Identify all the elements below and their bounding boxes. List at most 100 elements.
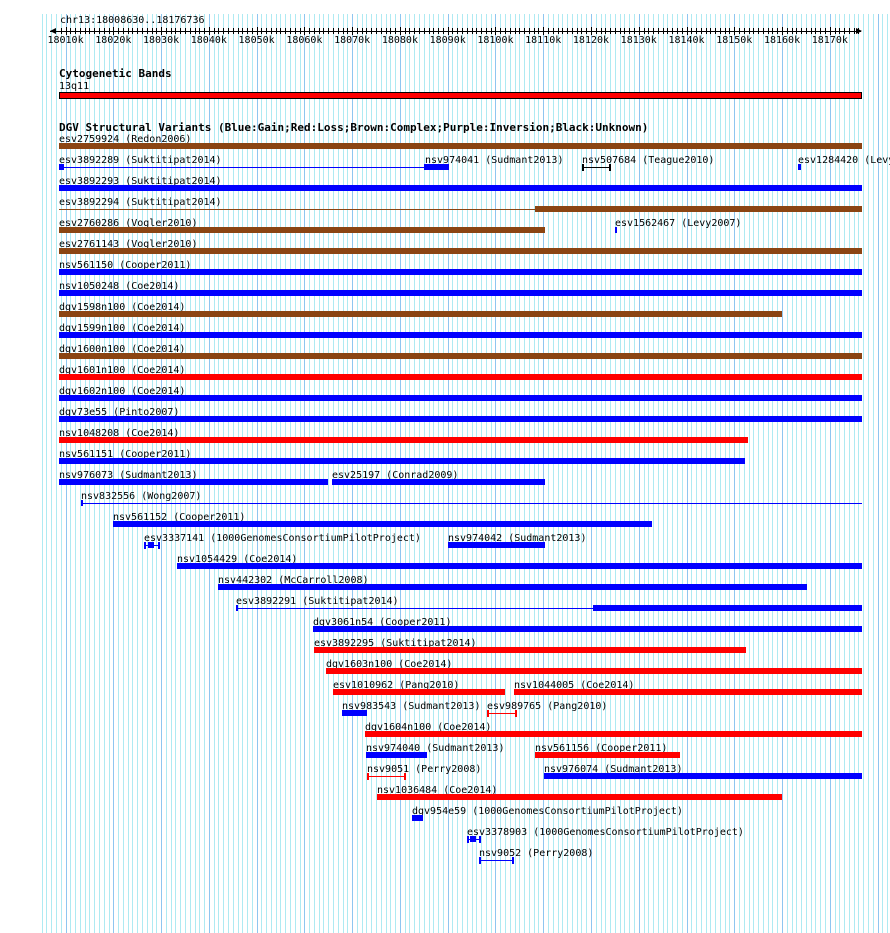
sv-bar[interactable] (59, 143, 862, 149)
sv-label[interactable]: dgv954e59 (1000GenomesConsortiumPilotPro… (412, 806, 683, 817)
sv-label[interactable]: esv2760286 (Vogler2010) (59, 218, 198, 229)
sv-label[interactable]: dgv1602n100 (Coe2014) (59, 386, 186, 397)
sv-bar[interactable] (59, 269, 862, 275)
minor-grid-line (529, 14, 530, 933)
sv-label[interactable]: nsv976074 (Sudmant2013) (544, 764, 683, 775)
sv-label[interactable]: nsv561152 (Cooper2011) (113, 512, 246, 523)
sv-label[interactable]: esv1284420 (Levy2007) (798, 155, 890, 166)
sv-label[interactable]: nsv976073 (Sudmant2013) (59, 470, 198, 481)
major-grid-line (878, 14, 879, 933)
sv-bar[interactable] (59, 479, 328, 485)
sv-bar[interactable] (514, 689, 862, 695)
sv-label[interactable]: dgv73e55 (Pinto2007) (59, 407, 180, 418)
sv-label[interactable]: esv3892295 (Suktitipat2014) (314, 638, 477, 649)
sv-label[interactable]: nsv983543 (Sudmant2013) (342, 701, 481, 712)
sv-label[interactable]: dgv1603n100 (Coe2014) (326, 659, 453, 670)
sv-label[interactable]: dgv3061n54 (Cooper2011) (313, 617, 452, 628)
sv-bar[interactable] (59, 248, 862, 254)
sv-bar[interactable] (615, 227, 617, 233)
sv-label[interactable]: esv3892294 (Suktitipat2014) (59, 197, 222, 208)
sv-bar[interactable] (366, 752, 427, 758)
sv-ibeam-line[interactable] (487, 713, 517, 714)
sv-bar[interactable] (59, 185, 862, 191)
sv-bar[interactable] (424, 164, 449, 170)
sv-label[interactable]: dgv1598n100 (Coe2014) (59, 302, 186, 313)
sv-bar[interactable] (535, 752, 680, 758)
sv-label[interactable]: esv2759924 (Redon2006) (59, 134, 192, 145)
sv-bar[interactable] (218, 584, 807, 590)
sv-label[interactable]: nsv1054429 (Coe2014) (177, 554, 298, 565)
sv-label[interactable]: dgv1600n100 (Coe2014) (59, 344, 186, 355)
sv-label[interactable]: esv3892291 (Suktitipat2014) (236, 596, 399, 607)
sv-label[interactable]: nsv561150 (Cooper2011) (59, 260, 192, 271)
sv-bar[interactable] (59, 164, 64, 170)
sv-bar[interactable] (59, 290, 862, 296)
sv-label[interactable]: nsv832556 (Wong2007) (81, 491, 202, 502)
sv-bar[interactable] (59, 374, 862, 380)
sv-label[interactable]: nsv9051 (Perry2008) (367, 764, 482, 775)
sv-bar[interactable] (59, 416, 862, 422)
sv-bar[interactable] (342, 710, 367, 716)
cytoband-13q11-bar[interactable] (59, 92, 862, 99)
sv-bar[interactable] (59, 395, 862, 401)
sv-label[interactable]: esv25197 (Conrad2009) (332, 470, 459, 481)
sv-label[interactable]: nsv1048208 (Coe2014) (59, 428, 180, 439)
sv-bar[interactable] (332, 479, 545, 485)
ruler-tick (825, 28, 826, 34)
sv-label[interactable]: nsv974040 (Sudmant2013) (366, 743, 505, 754)
sv-bar[interactable] (377, 794, 782, 800)
sv-bar[interactable] (59, 458, 745, 464)
axis-label: 18010k (47, 35, 84, 46)
sv-bar[interactable] (412, 815, 423, 821)
sv-bar[interactable] (177, 563, 862, 569)
sv-ibeam-line[interactable] (479, 860, 514, 861)
right-arrow-icon[interactable] (856, 28, 862, 34)
sv-label[interactable]: nsv442302 (McCarroll2008) (218, 575, 369, 586)
major-grid-line (448, 14, 449, 933)
sv-bar[interactable] (535, 206, 862, 212)
sv-label[interactable]: esv3892293 (Suktitipat2014) (59, 176, 222, 187)
sv-label[interactable]: nsv1036484 (Coe2014) (377, 785, 498, 796)
sv-bar[interactable] (448, 542, 545, 548)
sv-bar[interactable] (148, 542, 154, 548)
sv-label[interactable]: nsv974041 (Sudmant2013) (425, 155, 564, 166)
sv-bar[interactable] (59, 437, 748, 443)
sv-bar[interactable] (333, 689, 505, 695)
sv-bar[interactable] (59, 227, 545, 233)
sv-label[interactable]: nsv974042 (Sudmant2013) (448, 533, 587, 544)
sv-label[interactable]: esv3337141 (1000GenomesConsortiumPilotPr… (144, 533, 421, 544)
sv-label[interactable]: dgv1604n100 (Coe2014) (365, 722, 492, 733)
sv-label[interactable]: nsv1044005 (Coe2014) (514, 680, 635, 691)
sv-label[interactable]: esv1562467 (Levy2007) (615, 218, 742, 229)
sv-bar[interactable] (313, 626, 862, 632)
left-arrow-icon[interactable] (50, 28, 56, 34)
sv-label[interactable]: dgv1601n100 (Coe2014) (59, 365, 186, 376)
sv-label[interactable]: esv2761143 (Vogler2010) (59, 239, 198, 250)
sv-label[interactable]: dgv1599n100 (Coe2014) (59, 323, 186, 334)
ruler-tick (620, 28, 621, 34)
sv-label[interactable]: nsv561151 (Cooper2011) (59, 449, 192, 460)
sv-bar[interactable] (314, 647, 746, 653)
sv-bar[interactable] (113, 521, 652, 527)
sv-label[interactable]: nsv561156 (Cooper2011) (535, 743, 668, 754)
sv-label[interactable]: nsv1050248 (Coe2014) (59, 281, 180, 292)
sv-label[interactable]: esv3378903 (1000GenomesConsortiumPilotPr… (467, 827, 744, 838)
ruler-tick (104, 28, 105, 34)
sv-bar[interactable] (544, 773, 862, 779)
minor-grid-line (109, 14, 110, 933)
sv-bar[interactable] (798, 164, 801, 170)
sv-bar[interactable] (59, 311, 782, 317)
sv-bar[interactable] (59, 332, 862, 338)
sv-label[interactable]: nsv9052 (Perry2008) (479, 848, 594, 859)
sv-label[interactable]: nsv507684 (Teague2010) (582, 155, 715, 166)
sv-label[interactable]: esv989765 (Pang2010) (487, 701, 608, 712)
sv-bar[interactable] (470, 836, 476, 842)
sv-bar[interactable] (326, 668, 862, 674)
sv-bar[interactable] (593, 605, 862, 611)
sv-ibeam-line[interactable] (367, 776, 406, 777)
sv-label[interactable]: esv3892289 (Suktitipat2014) (59, 155, 222, 166)
sv-bar[interactable] (365, 731, 862, 737)
sv-bar[interactable] (59, 353, 862, 359)
sv-label[interactable]: esv1010962 (Pang2010) (333, 680, 460, 691)
sv-ibeam-line[interactable] (582, 167, 611, 168)
